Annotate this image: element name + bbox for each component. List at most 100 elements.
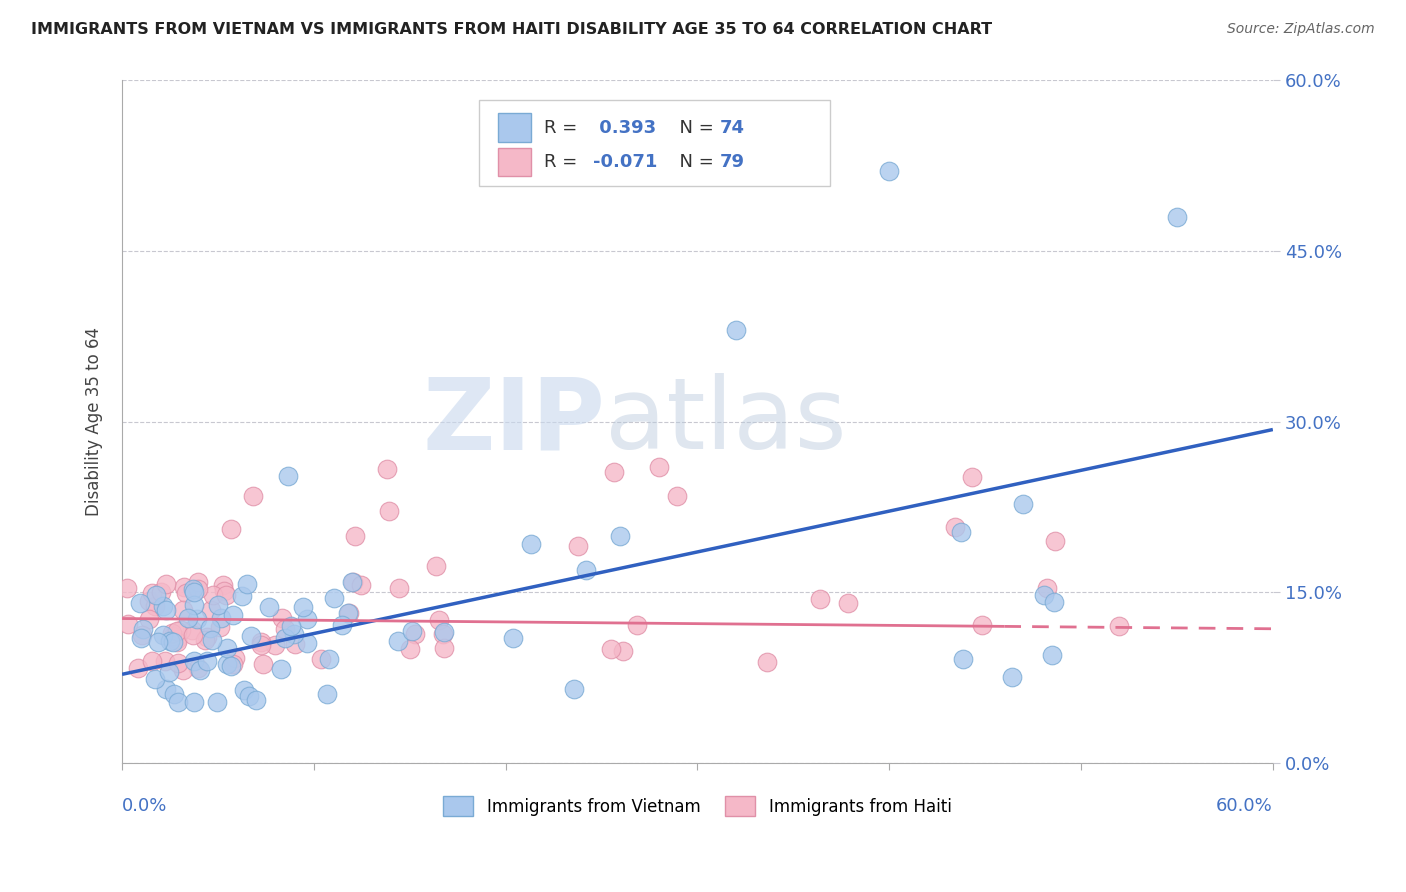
Point [1032,588,1054,602]
Point [332,617,354,632]
Point [183,695,205,709]
Point [666,489,689,503]
Point [432,627,454,641]
Text: ZIP: ZIP [423,373,606,470]
Point [1166,210,1188,224]
Text: 79: 79 [720,153,744,171]
Point [249,635,271,649]
Text: atlas: atlas [606,373,846,470]
Point [342,575,364,590]
Point [318,652,340,666]
Text: Source: ZipAtlas.com: Source: ZipAtlas.com [1227,22,1375,37]
Point [1036,581,1059,595]
Point [150,585,173,599]
Point [245,692,267,706]
Point [155,654,177,668]
Point [425,558,447,573]
Point [155,603,177,617]
Point [166,624,188,639]
Point [176,611,198,625]
Point [197,630,219,644]
Point [309,651,332,665]
Point [215,657,238,671]
Point [270,662,292,676]
Point [427,613,450,627]
Point [186,612,208,626]
Point [152,599,174,614]
Point [162,635,184,649]
Point [401,624,423,638]
Y-axis label: Disability Age 35 to 64: Disability Age 35 to 64 [86,327,103,516]
Point [387,633,409,648]
Point [1040,648,1063,663]
Point [131,628,153,642]
Point [239,630,262,644]
Point [127,661,149,675]
Point [143,599,166,614]
Point [215,640,238,655]
Point [724,323,747,337]
Point [212,583,235,598]
Point [138,594,160,608]
Point [755,655,778,669]
Point [808,592,831,607]
Point [295,612,318,626]
Point [283,637,305,651]
Point [612,644,634,658]
Legend: Immigrants from Vietnam, Immigrants from Haiti: Immigrants from Vietnam, Immigrants from… [437,789,959,823]
Point [212,578,235,592]
Point [167,695,190,709]
Text: N =: N = [668,119,718,136]
Text: N =: N = [668,153,718,171]
Point [197,654,219,668]
Point [231,590,253,604]
Point [172,663,194,677]
Point [1043,533,1066,548]
Point [129,632,152,646]
Point [283,627,305,641]
Point [433,625,456,640]
Text: IMMIGRANTS FROM VIETNAM VS IMMIGRANTS FROM HAITI DISABILITY AGE 35 TO 64 CORRELA: IMMIGRANTS FROM VIETNAM VS IMMIGRANTS FR… [31,22,993,37]
Point [609,529,631,543]
Point [145,588,167,602]
Point [188,663,211,677]
Point [141,585,163,599]
Point [209,611,232,625]
Point [157,665,180,680]
Point [145,672,167,686]
Point [205,694,228,708]
Point [163,688,186,702]
Point [160,626,183,640]
Point [297,636,319,650]
Point [222,657,245,672]
Point [337,607,360,621]
Point [378,504,401,518]
Point [271,611,294,625]
Point [183,654,205,668]
Text: 60.0%: 60.0% [1216,797,1272,815]
Point [502,631,524,645]
Point [201,632,224,647]
Point [198,621,221,635]
Point [128,596,150,610]
Point [219,522,242,536]
Point [208,620,231,634]
Point [837,597,859,611]
Point [138,612,160,626]
Point [520,537,543,551]
Text: 0.393: 0.393 [593,119,655,136]
Point [242,489,264,503]
Point [1108,619,1130,633]
Point [183,598,205,612]
Point [238,689,260,703]
Point [250,639,273,653]
Point [167,656,190,670]
Point [166,632,188,646]
Point [291,599,314,614]
Point [162,629,184,643]
Point [398,642,420,657]
Point [174,586,197,600]
Point [340,575,363,590]
Point [280,619,302,633]
Point [186,582,208,596]
